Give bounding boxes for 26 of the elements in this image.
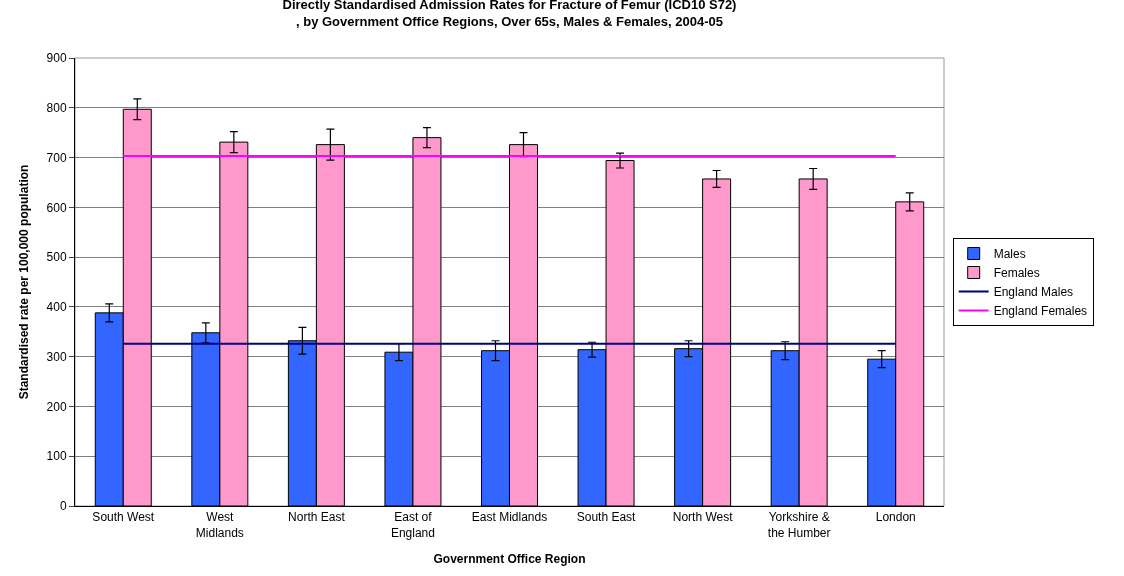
legend-label: England Males [993,285,1074,300]
y-axis-title: Standardised rate per 100,000 population [16,164,31,400]
x-tick-label: South East [576,510,637,525]
legend-label: Females [993,266,1040,281]
y-tick-label: 800 [46,100,67,115]
y-tick-label: 100 [46,449,67,464]
y-tick-label: 500 [46,250,67,265]
y-tick-label: 300 [46,349,67,364]
x-tick-label: North West [672,510,734,525]
legend-label: England Females [993,304,1088,319]
legend-label: Males [993,247,1026,262]
y-tick-label: 0 [59,499,67,514]
x-tick-label: North East [288,510,346,525]
x-tick-label: Yorkshire & the Humber [767,510,831,540]
y-tick-label: 600 [46,200,67,215]
chart-title: Directly Standardised Admission Rates for Fracture of Femur (ICD10 S72) , by Government Office Regions, Over 65s, Males & Females, 2004-05 [282,0,737,29]
y-tick-label: 900 [46,51,67,66]
x-tick-label: East of England [390,510,435,540]
y-tick-label: 400 [46,300,67,315]
x-tick-label: South West [92,510,155,525]
x-tick-label: West Midlands [195,510,244,540]
y-tick-label: 700 [46,150,67,165]
x-tick-label: London [875,510,916,525]
x-axis-title: Government Office Region [433,551,586,566]
x-tick-label: East Midlands [471,510,548,525]
y-tick-label: 200 [46,399,67,414]
